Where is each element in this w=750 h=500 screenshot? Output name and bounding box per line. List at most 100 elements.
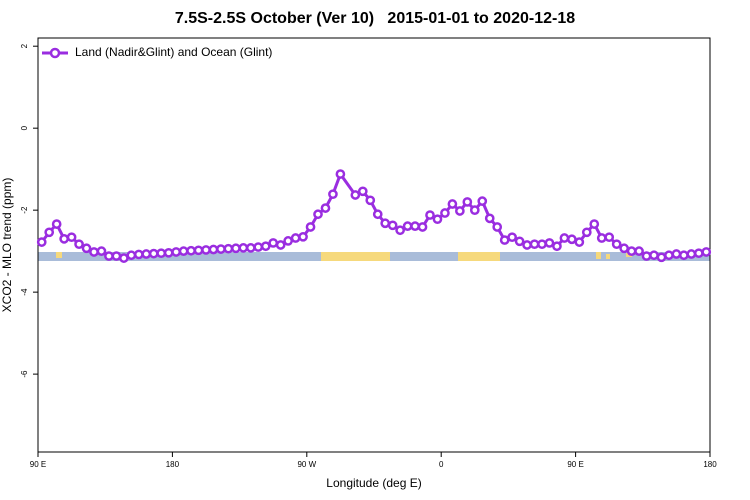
data-point xyxy=(119,253,129,263)
data-point xyxy=(559,233,570,243)
x-tick-label: 90 W xyxy=(297,460,316,469)
y-tick-label: -2 xyxy=(20,206,29,214)
data-point xyxy=(567,234,577,245)
data-point xyxy=(245,243,256,253)
legend: Land (Nadir&Glint) and Ocean (Glint) xyxy=(42,45,272,59)
data-point xyxy=(163,247,174,258)
data-point xyxy=(328,189,338,200)
data-point xyxy=(126,250,137,261)
data-point xyxy=(462,197,473,207)
data-point xyxy=(305,222,316,232)
data-point xyxy=(350,190,361,200)
data-point xyxy=(634,246,644,256)
data-point xyxy=(201,245,211,255)
data-point xyxy=(223,243,234,254)
data-point xyxy=(619,243,629,254)
data-point xyxy=(171,247,181,257)
data-point xyxy=(410,221,420,231)
data-point xyxy=(36,237,47,247)
chart-title: 7.5S-2.5S October (Ver 10) 2015-01-01 to… xyxy=(175,10,575,27)
data-point xyxy=(320,203,331,213)
x-axis-label: Longitude (deg E) xyxy=(326,476,421,490)
data-point xyxy=(365,195,376,206)
data-point xyxy=(686,249,697,259)
data-point xyxy=(380,218,391,229)
data-point xyxy=(141,249,152,259)
data-point xyxy=(455,206,465,216)
data-point xyxy=(499,235,510,245)
data-point xyxy=(581,227,592,238)
data-point xyxy=(357,186,368,197)
data-point xyxy=(604,232,615,243)
x-tick-label: 180 xyxy=(166,460,180,469)
data-point xyxy=(96,246,107,256)
data-point xyxy=(432,214,443,225)
data-point xyxy=(208,244,219,255)
data-point xyxy=(238,243,249,253)
x-tick-label: 90 E xyxy=(30,460,46,469)
data-point xyxy=(484,213,495,224)
data-point xyxy=(395,225,405,236)
data-point xyxy=(552,241,562,252)
data-point xyxy=(656,252,667,263)
data-point xyxy=(283,236,293,246)
data-point xyxy=(679,250,689,261)
data-point xyxy=(193,245,204,256)
data-point xyxy=(216,244,226,254)
data-point xyxy=(589,219,600,229)
plot-frame xyxy=(37,37,711,453)
data-point xyxy=(74,239,84,250)
data-point xyxy=(544,238,555,248)
data-point xyxy=(313,209,323,220)
data-point xyxy=(148,248,159,259)
data-point xyxy=(335,169,346,179)
y-tick-label: -6 xyxy=(20,370,29,378)
data-point xyxy=(275,240,286,250)
data-point xyxy=(133,249,144,260)
data-point xyxy=(260,241,271,252)
data-point xyxy=(290,233,301,243)
y-axis-label: XCO2 - MLO trend (ppm) xyxy=(0,178,14,313)
data-point xyxy=(574,237,585,247)
data-point xyxy=(693,248,704,259)
data-point xyxy=(514,236,525,247)
data-point xyxy=(664,250,674,261)
data-point xyxy=(66,232,77,243)
data-point xyxy=(626,246,637,256)
data-point xyxy=(268,238,279,248)
data-point xyxy=(298,231,308,242)
data-point xyxy=(417,222,428,232)
data-point xyxy=(59,234,69,244)
data-point xyxy=(641,251,652,261)
data-point xyxy=(387,220,398,231)
data-point xyxy=(507,232,517,243)
data-point xyxy=(156,248,167,259)
data-point xyxy=(537,239,547,250)
x-tick-label: 90 E xyxy=(567,460,583,469)
data-point xyxy=(89,247,99,257)
data-point xyxy=(178,246,189,256)
data-point xyxy=(440,208,450,218)
data-point xyxy=(447,199,458,209)
data-point xyxy=(186,245,196,256)
data-point xyxy=(671,249,682,259)
data-point xyxy=(81,243,92,254)
data-point xyxy=(425,210,435,220)
y-tick-label: 0 xyxy=(20,125,29,130)
data-point xyxy=(529,239,540,250)
data-point xyxy=(522,240,532,250)
data-point xyxy=(649,250,659,261)
data-point xyxy=(402,221,413,231)
data-point xyxy=(104,251,114,261)
data-point xyxy=(44,227,55,238)
data-point xyxy=(51,219,62,229)
data-point xyxy=(231,243,241,254)
legend-marker xyxy=(49,47,61,59)
data-point xyxy=(596,233,607,243)
data-point xyxy=(372,209,383,220)
x-tick-label: 180 xyxy=(703,460,717,469)
data-point xyxy=(477,196,488,206)
data-point xyxy=(253,242,264,252)
data-point xyxy=(492,222,503,232)
